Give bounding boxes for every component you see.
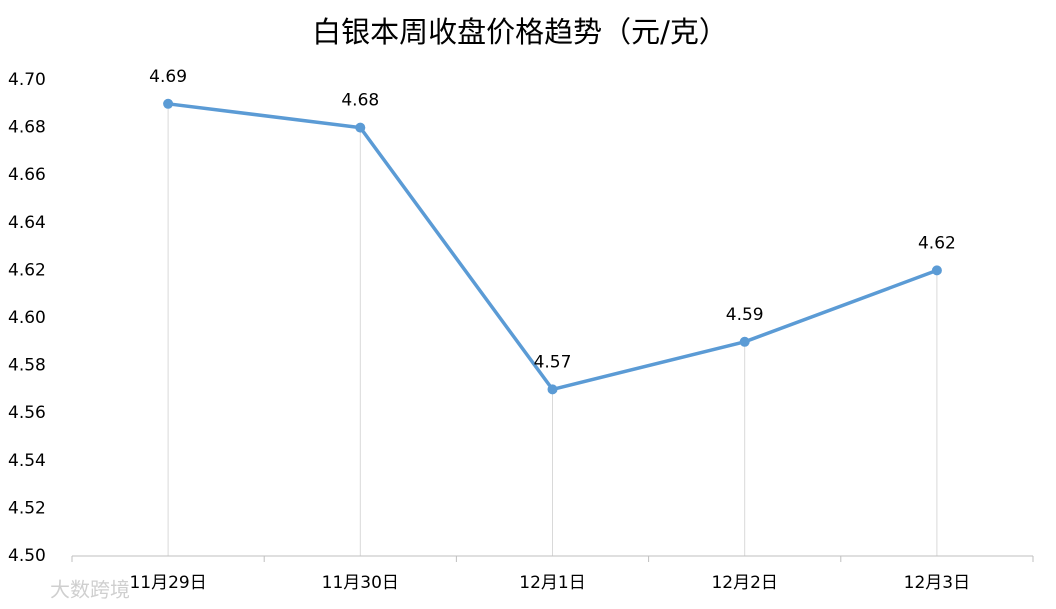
y-tick-label: 4.66 xyxy=(8,165,46,185)
x-tick-label: 11月29日 xyxy=(129,573,206,593)
watermark: 大数跨境 xyxy=(50,578,130,602)
x-tick-label: 11月30日 xyxy=(322,573,399,593)
data-label: 4.59 xyxy=(726,305,764,325)
y-tick-label: 4.68 xyxy=(8,118,46,138)
y-tick-label: 4.60 xyxy=(8,308,46,328)
y-tick-label: 4.64 xyxy=(8,213,46,233)
x-tick-label: 12月3日 xyxy=(904,573,970,593)
y-tick-label: 4.70 xyxy=(8,70,46,90)
data-label: 4.57 xyxy=(534,352,572,372)
point xyxy=(355,122,366,133)
y-tick-label: 4.54 xyxy=(8,451,46,471)
point xyxy=(739,336,750,347)
y-tick-label: 4.62 xyxy=(8,260,46,280)
y-tick-label: 4.50 xyxy=(8,546,46,566)
x-tick-label: 12月1日 xyxy=(519,573,585,593)
point xyxy=(547,384,558,395)
y-tick-label: 4.58 xyxy=(8,356,46,376)
chart-title: 白银本周收盘价格趋势（元/克） xyxy=(312,15,728,49)
y-tick-label: 4.56 xyxy=(8,403,46,423)
point xyxy=(163,98,174,109)
data-label: 4.69 xyxy=(149,67,187,87)
data-label: 4.68 xyxy=(341,91,379,111)
data-label: 4.62 xyxy=(918,233,956,253)
y-tick-label: 4.52 xyxy=(8,498,46,518)
x-tick-label: 12月2日 xyxy=(711,573,777,593)
point xyxy=(931,265,942,276)
line xyxy=(167,102,938,392)
